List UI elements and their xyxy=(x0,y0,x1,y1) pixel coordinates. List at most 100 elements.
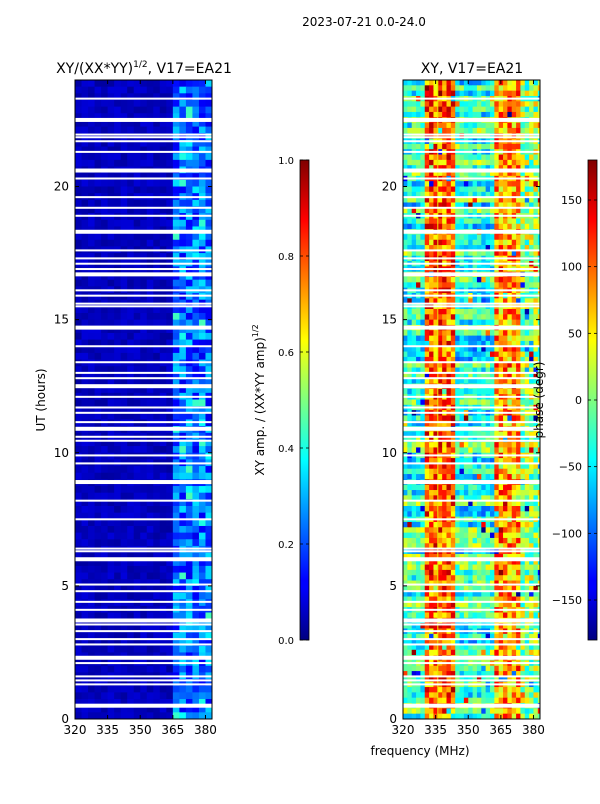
right-heatmap-cell xyxy=(503,474,508,480)
right-heatmap-cell xyxy=(485,90,491,97)
right-heatmap-cell xyxy=(494,85,500,92)
right-heatmap-cell xyxy=(507,372,513,379)
right-heatmap-cell xyxy=(524,319,530,326)
right-heatmap-cell xyxy=(429,537,434,544)
left-heatmap-cell xyxy=(179,273,187,281)
right-heatmap-cell xyxy=(442,362,447,368)
left-heatmap-cell xyxy=(179,233,187,241)
left-heatmap-cell xyxy=(166,585,174,593)
right-heatmap-cell xyxy=(450,553,456,560)
left-heatmap-cell xyxy=(185,506,193,514)
left-flagged-row xyxy=(75,623,212,626)
left-heatmap-cell xyxy=(172,699,180,707)
right-heatmap-cell xyxy=(537,378,540,384)
left-heatmap-cell xyxy=(159,386,167,394)
left-heatmap-cell xyxy=(172,552,180,560)
right-heatmap-cell xyxy=(420,436,426,443)
right-heatmap-cell xyxy=(424,207,430,214)
left-heatmap-cell xyxy=(127,552,135,560)
left-heatmap-cell xyxy=(75,532,83,540)
right-heatmap-cell xyxy=(476,245,482,251)
right-heatmap-cell xyxy=(429,559,434,565)
right-heatmap-cell xyxy=(476,207,482,214)
right-heatmap-cell xyxy=(442,458,447,464)
right-heatmap-cell xyxy=(433,532,439,539)
right-heatmap-cell xyxy=(411,143,417,150)
right-heatmap-cell xyxy=(511,474,517,480)
right-heatmap-cell xyxy=(446,250,452,257)
left-heatmap-cell xyxy=(140,472,148,480)
left-heatmap-cell xyxy=(153,312,161,321)
right-heatmap-cell xyxy=(494,372,500,379)
left-heatmap-cell xyxy=(172,572,180,580)
right-heatmap-cell xyxy=(437,250,443,257)
left-heatmap-cell xyxy=(140,153,148,161)
right-heatmap-cell xyxy=(476,537,482,544)
right-heatmap-cell xyxy=(429,468,434,475)
right-heatmap-cell xyxy=(450,543,456,549)
left-heatmap-cell xyxy=(127,679,135,687)
right-heatmap-cell xyxy=(437,319,443,326)
left-heatmap-cell xyxy=(185,113,193,121)
left-heatmap-cell xyxy=(94,146,102,154)
left-heatmap-cell xyxy=(140,532,148,540)
left-heatmap-cell xyxy=(88,119,96,127)
right-heatmap-cell xyxy=(459,143,465,150)
left-heatmap-cell xyxy=(75,139,83,147)
right-heatmap-cell xyxy=(468,202,474,209)
right-heatmap-cell xyxy=(407,474,413,480)
right-heatmap-cell xyxy=(507,85,513,92)
left-heatmap-cell xyxy=(172,86,180,94)
left-heatmap-cell xyxy=(127,612,135,620)
right-heatmap-cell xyxy=(442,191,447,198)
right-heatmap-cell xyxy=(494,186,500,193)
left-heatmap-cell xyxy=(140,585,148,593)
right-heatmap-cell xyxy=(498,527,504,534)
left-heatmap-cell xyxy=(114,499,122,507)
left-heatmap-cell xyxy=(205,312,212,321)
right-heatmap-cell xyxy=(442,223,447,230)
left-heatmap-cell xyxy=(101,579,109,587)
right-heatmap-cell xyxy=(498,532,504,539)
right-heatmap-cell xyxy=(503,308,508,315)
left-heatmap-cell xyxy=(88,559,96,567)
left-heatmap-cell xyxy=(88,306,96,314)
left-heatmap-cell xyxy=(101,572,109,580)
left-heatmap-cell xyxy=(192,233,200,241)
left-heatmap-cell xyxy=(159,113,167,121)
right-heatmap-cell xyxy=(420,308,426,315)
right-heatmap-cell xyxy=(516,127,521,134)
right-heatmap-cell xyxy=(472,543,478,549)
right-heatmap-cell xyxy=(520,474,526,480)
left-heatmap-cell xyxy=(166,179,174,187)
left-heatmap-cell xyxy=(166,139,174,147)
right-heatmap-cell xyxy=(494,223,500,230)
right-heatmap-cell xyxy=(485,127,491,134)
left-heatmap-cell xyxy=(114,519,122,527)
left-heatmap-cell xyxy=(81,173,89,181)
right-heatmap-cell xyxy=(442,202,447,209)
left-heatmap-cell xyxy=(179,219,187,227)
right-heatmap-cell xyxy=(524,133,530,139)
right-heatmap-cell xyxy=(446,314,452,321)
left-heatmap-cell xyxy=(153,619,161,627)
left-heatmap-cell xyxy=(81,685,89,693)
right-heatmap-cell xyxy=(533,362,539,368)
right-heatmap-cell xyxy=(442,181,447,187)
right-heatmap-cell xyxy=(481,378,487,384)
right-heatmap-cell xyxy=(429,399,434,406)
right-heatmap-cell xyxy=(529,346,534,352)
right-heatmap-cell xyxy=(437,468,443,475)
right-heatmap-cell xyxy=(416,559,421,565)
left-heatmap-cell xyxy=(153,93,161,101)
left-heatmap-cell xyxy=(101,379,109,387)
right-heatmap-cell xyxy=(442,282,447,289)
right-heatmap-cell xyxy=(420,122,426,129)
left-heatmap-cell xyxy=(75,472,83,480)
right-heatmap-cell xyxy=(420,191,426,198)
right-heatmap-cell xyxy=(446,506,452,512)
right-heatmap-cell xyxy=(416,420,421,427)
right-heatmap-cell xyxy=(442,356,447,363)
right-heatmap-cell xyxy=(494,495,500,502)
right-heatmap-cell xyxy=(498,282,504,289)
